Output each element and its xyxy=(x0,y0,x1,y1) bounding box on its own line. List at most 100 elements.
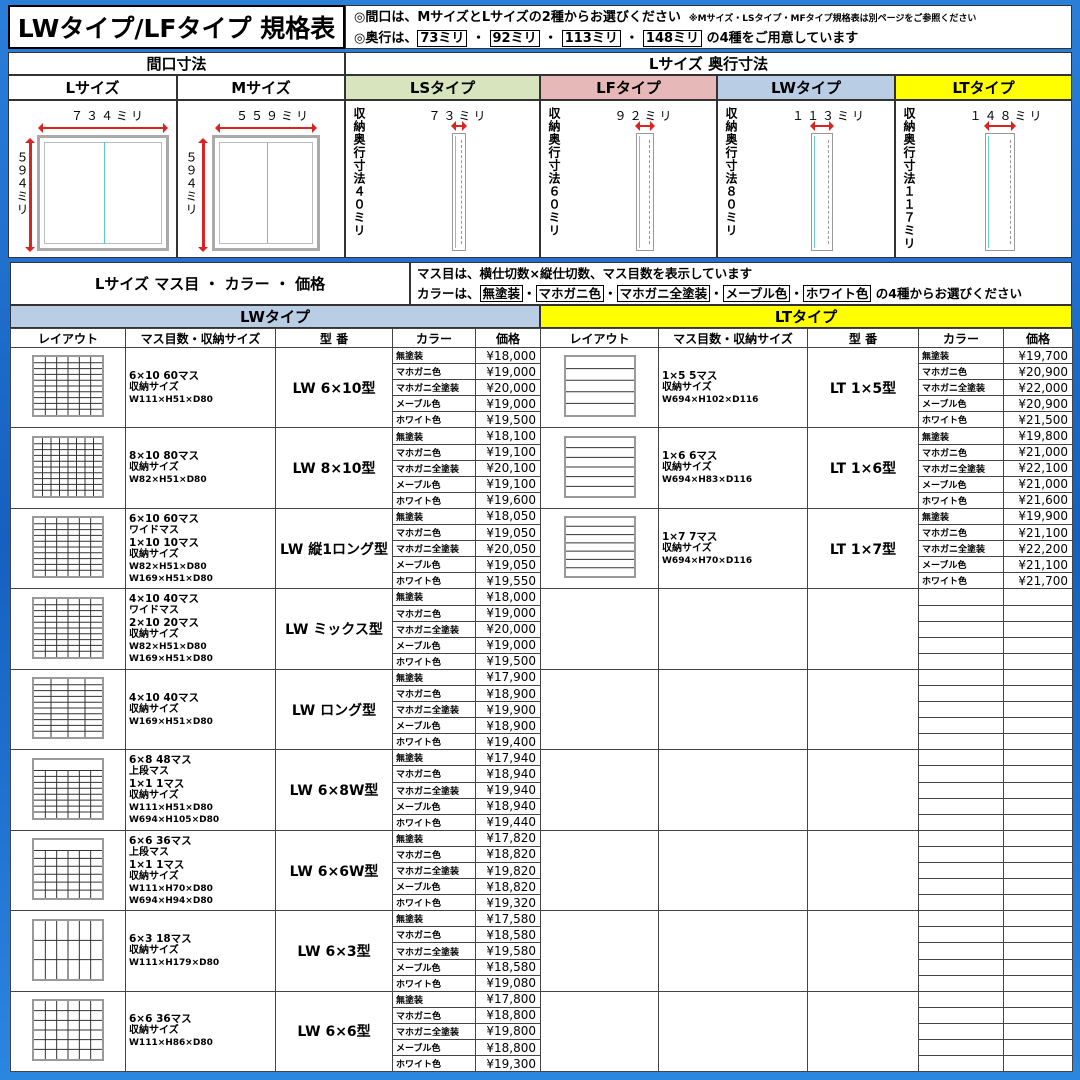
color-name: マホガニ色 xyxy=(392,363,476,381)
price: ¥19,300 xyxy=(475,1055,541,1073)
color-name: メーブル色 xyxy=(392,475,476,493)
depth-arrow-icon xyxy=(983,121,1016,131)
price: ¥21,600 xyxy=(1003,491,1073,509)
table-row: マホガニ全塗装 ¥19,820 xyxy=(11,861,541,880)
spec-cell: 4×10 40マス ワイドマス 2×10 20マス 収納サイズ W82×H51×D80 W… xyxy=(125,588,276,670)
inner-depth-label: 収納奥行寸法１１７ミリ xyxy=(902,107,916,250)
layout-grid-icon xyxy=(32,757,104,820)
model-number: LW 6×6W型 xyxy=(275,829,393,912)
price: ¥18,940 xyxy=(475,797,541,815)
color-name: メーブル色 xyxy=(392,878,476,896)
l-height-label: ５９４ミリ xyxy=(15,151,29,216)
color-name: メーブル色 xyxy=(918,475,1004,493)
color-name: マホガニ色 xyxy=(392,765,476,783)
depth-arrow-icon xyxy=(810,121,834,131)
layout-cell xyxy=(540,427,659,509)
price: ¥19,550 xyxy=(475,572,541,590)
color-name: 無塗装 xyxy=(918,507,1004,526)
price: ¥19,000 xyxy=(475,395,541,413)
height-arrow-icon xyxy=(25,138,35,252)
price: ¥20,000 xyxy=(475,620,541,638)
spec-line: ワイドマス xyxy=(129,605,179,617)
layout-cell xyxy=(540,507,659,590)
table-row: マホガニ全塗装 ¥22,000 xyxy=(541,379,1073,397)
table-row: 6×6 36マス 上段マス 1×1 1マス 収納サイズ W111×H70×D80 W694… xyxy=(10,829,541,912)
color-name: マホガニ全塗装 xyxy=(392,701,476,719)
color-name: マホガニ全塗装 xyxy=(918,379,1004,397)
table-row: ホワイト色 ¥19,300 xyxy=(11,1055,541,1073)
inner-depth-label: 収納奥行寸法４０ミリ xyxy=(352,107,366,237)
depth-diagram: 収納奥行寸法８０ミリ １１３ミリ xyxy=(717,100,895,258)
color-name: メーブル色 xyxy=(392,958,476,976)
spec-line: W82×H51×D80 xyxy=(129,561,207,572)
empty-row xyxy=(541,765,1073,783)
color-name: マホガニ全塗装 xyxy=(918,459,1004,477)
depth-type-header: LFタイプ xyxy=(540,75,717,100)
color-name: 無塗装 xyxy=(392,507,476,526)
empty-row xyxy=(541,878,1073,896)
price: ¥20,050 xyxy=(475,540,541,558)
layout-cell xyxy=(540,346,659,429)
table-row: メーブル色 ¥18,820 xyxy=(11,878,541,896)
color-name: ホワイト色 xyxy=(392,813,476,831)
price: ¥18,000 xyxy=(475,588,541,606)
color-name: マホガニ全塗装 xyxy=(918,540,1004,558)
layout-cell xyxy=(10,427,126,509)
layout-cell xyxy=(10,990,126,1073)
spec-cell: 6×3 18マス 収納サイズ W111×H179×D80 xyxy=(125,910,276,992)
price: ¥18,820 xyxy=(475,878,541,896)
table-row: ホワイト色 ¥19,440 xyxy=(11,813,541,831)
spec-cell: 6×10 60マス 収納サイズ W111×H51×D80 xyxy=(125,346,276,429)
price: ¥18,800 xyxy=(475,1039,541,1057)
color-name: メーブル色 xyxy=(392,717,476,735)
color-name: 無塗装 xyxy=(392,346,476,365)
inner-depth-label: 収納奥行寸法８０ミリ xyxy=(724,107,738,237)
width-arrow-icon xyxy=(215,123,317,133)
spec-line: W82×H51×D80 xyxy=(129,642,207,653)
spec-line: W694×H102×D116 xyxy=(662,394,759,405)
spec-cell: 6×8 48マス 上段マス 1×1 1マス 収納サイズ W111×H51×D80 W694… xyxy=(125,749,276,831)
model-number: LW 6×3型 xyxy=(275,910,393,992)
depth-option: 148ミリ xyxy=(642,30,703,47)
price: ¥18,900 xyxy=(475,684,541,703)
spec-cell: 6×6 36マス 上段マス 1×1 1マス 収納サイズ W111×H70×D80 W694… xyxy=(125,829,276,912)
table-row: マホガニ色 ¥21,100 xyxy=(541,524,1073,542)
price: ¥18,900 xyxy=(475,717,541,735)
price: ¥19,000 xyxy=(475,636,541,654)
depth-diagram: 収納奥行寸法４０ミリ ７３ミリ xyxy=(345,100,540,258)
m-size-diagram: ５５９ミリ ５９４ミリ xyxy=(177,100,345,258)
layout-grid-icon xyxy=(563,355,636,418)
spec-line: 6×10 60マス xyxy=(129,369,199,382)
color-option: メーブル色 xyxy=(722,285,791,302)
empty-row xyxy=(541,652,1073,670)
spec-line: W694×H83×D116 xyxy=(662,475,753,486)
empty-row xyxy=(540,910,1073,992)
price: ¥20,900 xyxy=(1003,363,1073,381)
price: ¥18,050 xyxy=(475,507,541,526)
layout-cell xyxy=(10,668,126,751)
color-name: メーブル色 xyxy=(918,395,1004,413)
price: ¥18,580 xyxy=(475,958,541,976)
spec-line: 収納サイズ xyxy=(129,381,179,393)
price: ¥21,500 xyxy=(1003,411,1073,429)
column-header: レイアウト xyxy=(10,328,126,348)
column-header: マス目数・収納サイズ xyxy=(125,328,276,348)
column-header: 価格 xyxy=(475,328,541,348)
color-name: ホワイト色 xyxy=(392,1055,476,1073)
depth-diagram: 収納奥行寸法６０ミリ ９２ミリ xyxy=(540,100,717,258)
notes: ◎間口は、MサイズとLサイズの2種からお選びください ※Mサイズ・LSタイプ・MF… xyxy=(345,5,1072,49)
table-header-row: レイアウト マス目数・収納サイズ型 番カラー 価格 xyxy=(540,328,1073,348)
color-note-prefix: カラーは、 xyxy=(417,286,480,301)
table-row: ホワイト色 ¥21,500 xyxy=(541,411,1073,429)
price: ¥19,580 xyxy=(475,942,541,960)
model-number: LT 1×5型 xyxy=(807,346,919,429)
model-number: LW 6×8W型 xyxy=(275,749,393,831)
price: ¥18,820 xyxy=(475,845,541,864)
note-frontage: ◎間口は、MサイズとLサイズの2種からお選びください xyxy=(354,10,681,25)
empty-row xyxy=(540,990,1073,1073)
spec-line: 8×10 80マス xyxy=(129,450,199,463)
spec-line: 6×6 36マス xyxy=(129,834,192,847)
table-row: 1×7 7マス 収納サイズ W694×H70×D116 LT 1×7型 無塗装 ¥19,9… xyxy=(540,507,1073,590)
table-row: 4×10 40マス ワイドマス 2×10 20マス 収納サイズ W82×H51×D80 W… xyxy=(10,588,541,670)
table-row: 6×10 60マス ワイドマス 1×10 10マス 収納サイズ W82×H51×D80 W… xyxy=(10,507,541,590)
